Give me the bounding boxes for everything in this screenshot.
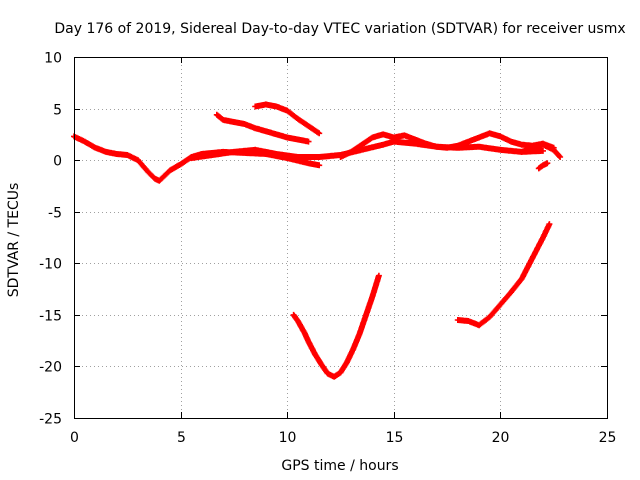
y-tick-label: 10 [44, 51, 62, 67]
x-tick-label: 5 [177, 430, 186, 446]
series-markers [252, 101, 323, 137]
x-axis-label: GPS time / hours [281, 458, 398, 474]
x-tick-label: 15 [386, 430, 404, 446]
series-markers [213, 111, 312, 145]
series-arc-e [213, 111, 312, 145]
y-tick-label: 0 [53, 154, 62, 170]
chart-title: Day 176 of 2019, Sidereal Day-to-day VTE… [54, 21, 625, 37]
plot-frame [74, 57, 608, 419]
x-tick-label: 10 [279, 430, 297, 446]
y-axis-label: SDTVAR / TECUs [6, 183, 22, 298]
series-arc-g [290, 272, 382, 380]
x-tick-label: 25 [599, 430, 617, 446]
y-tick-label: -20 [39, 360, 62, 376]
x-tick-label: 20 [492, 430, 510, 446]
series-arc-h [454, 221, 553, 329]
y-tick-label: -10 [39, 257, 62, 273]
series-markers [337, 130, 557, 160]
series-arc-d [518, 141, 564, 160]
axis-ticks [74, 57, 608, 419]
series-group [71, 101, 564, 380]
series-markers [535, 160, 551, 172]
x-tick-label: 0 [70, 430, 79, 446]
y-tick-label: 5 [53, 103, 62, 119]
y-tick-label: -25 [39, 412, 62, 428]
series-markers [454, 221, 553, 329]
series-arc-c [337, 130, 557, 160]
series-arc-i [535, 160, 551, 172]
series-markers [518, 141, 564, 160]
series-arc-f [252, 101, 323, 137]
grid-lines [74, 57, 607, 418]
series-markers [290, 272, 382, 380]
y-tick-label: -5 [48, 206, 62, 222]
y-tick-labels: -25 -20 -15 -10 -5 0 5 10 [39, 51, 62, 428]
x-tick-labels: 0 5 10 15 20 25 [70, 430, 616, 446]
y-tick-label: -15 [39, 309, 62, 325]
